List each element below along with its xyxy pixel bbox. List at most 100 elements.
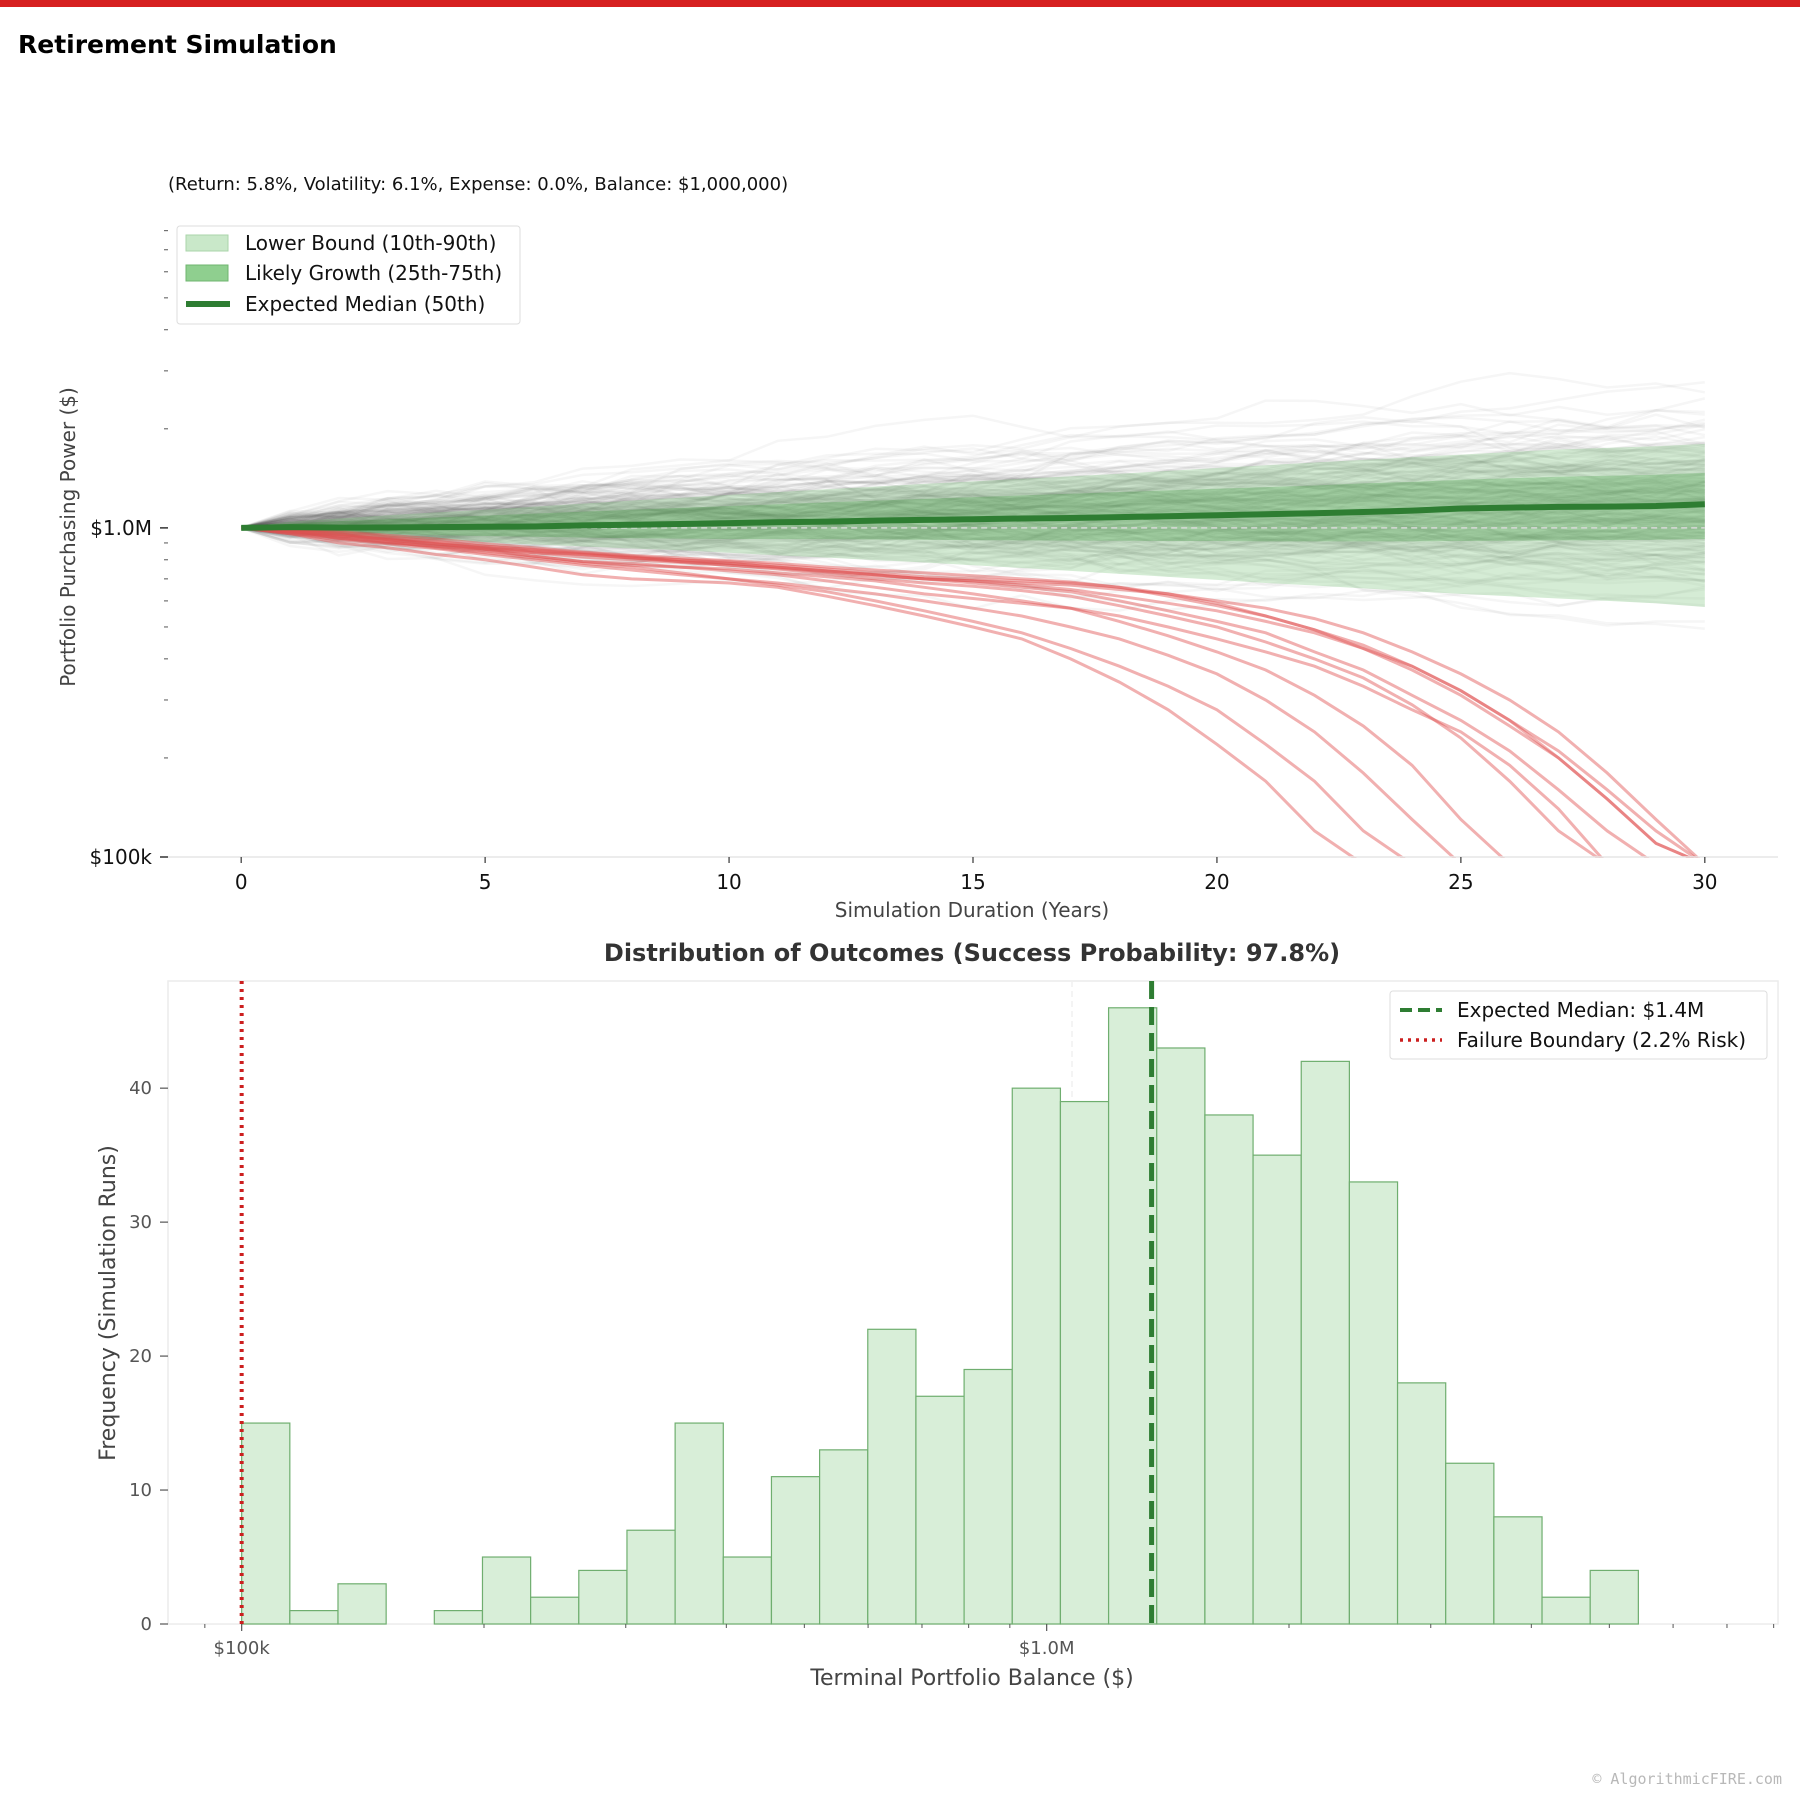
histogram-bar [1493, 1516, 1543, 1625]
simulation-path [241, 525, 1705, 569]
legend-label-likely-growth: Likely Growth (25th-75th) [245, 261, 502, 285]
simulation-chart: (Return: 5.8%, Volatility: 6.1%, Expense… [56, 174, 1800, 922]
simulation-path [241, 467, 1706, 530]
failed-paths [150, 526, 1800, 898]
histogram-bar [674, 1422, 724, 1625]
simulation-path [241, 481, 1706, 541]
simulation-path [241, 526, 1705, 590]
simulation-path [241, 472, 1705, 530]
simulation-path [241, 457, 1705, 530]
simulation-path [240, 434, 1706, 530]
legend-box [176, 225, 521, 325]
simulation-path [241, 483, 1705, 530]
simulation-path [241, 500, 1705, 532]
simulation-axes: 0 5 10 15 20 25 30 $1.0M $100k [90, 230, 1778, 894]
histogram-bar [1059, 1100, 1110, 1625]
simulation-path [241, 484, 1705, 535]
simulation-path [241, 457, 1705, 533]
simulation-path [241, 485, 1705, 552]
simulation-path [241, 467, 1705, 536]
simulation-path [240, 483, 1705, 530]
simulation-path [241, 516, 1705, 564]
simulation-path [241, 526, 1705, 574]
simulation-path [241, 488, 1705, 530]
histogram-bar [1156, 1047, 1206, 1625]
histogram-bar [530, 1596, 580, 1625]
simulation-path [241, 505, 1706, 547]
simulation-path [241, 502, 1705, 533]
histogram-bar [1396, 1382, 1447, 1625]
simulation-path [241, 419, 1706, 530]
distribution-title: Distribution of Outcomes (Success Probab… [604, 939, 1340, 967]
failed-path [241, 526, 1706, 866]
failed-path [241, 526, 1413, 866]
simulation-path [241, 434, 1705, 530]
simulation-path [240, 479, 1705, 531]
failed-path [241, 526, 1511, 866]
simulation-path [240, 515, 1705, 555]
histogram-bar [337, 1583, 387, 1625]
simulation-path [241, 416, 1705, 530]
simulation-path [240, 480, 1705, 545]
y-tick-label: 10 [129, 1480, 152, 1501]
simulation-path [241, 501, 1705, 530]
simulation-path [241, 504, 1705, 544]
simulation-path [241, 523, 1705, 573]
simulation-path [241, 526, 1705, 569]
median-line-group [241, 501, 1705, 531]
x-tick-label: $100k [214, 1638, 271, 1659]
simulation-path [241, 526, 1705, 565]
simulation-path [240, 467, 1705, 530]
simulation-path [241, 511, 1706, 589]
legend-label-median: Expected Median: $1.4M [1457, 998, 1704, 1022]
x-tick-label: 0 [235, 870, 248, 894]
simulation-path [241, 455, 1705, 532]
simulation-path [240, 423, 1706, 530]
simulation-path [241, 526, 1705, 556]
legend-swatch-band-dark [185, 264, 229, 282]
simulation-path [241, 467, 1706, 530]
y-tick-label: 30 [129, 1212, 152, 1233]
simulation-path [241, 459, 1705, 531]
histogram-bar [819, 1449, 869, 1625]
distribution-x-label: Terminal Portfolio Balance ($) [809, 1666, 1133, 1691]
x-tick-label: 10 [716, 870, 741, 894]
simulation-path [241, 439, 1705, 533]
histogram-bar [770, 1476, 821, 1625]
histogram-bar [722, 1556, 773, 1625]
simulation-path [241, 514, 1705, 573]
simulation-path [241, 420, 1705, 530]
simulation-path [241, 503, 1705, 550]
simulation-path [240, 464, 1706, 530]
simulation-path [241, 453, 1705, 531]
x-tick-label: 20 [1204, 870, 1229, 894]
simulation-path [241, 505, 1705, 607]
simulation-path [240, 488, 1705, 530]
simulation-path [241, 486, 1705, 534]
simulation-path [240, 468, 1705, 539]
simulation-path [241, 434, 1705, 530]
simulation-path [241, 521, 1705, 588]
legend-label-failure: Failure Boundary (2.2% Risk) [1457, 1028, 1746, 1052]
simulation-path [241, 470, 1705, 530]
simulation-path [241, 526, 1705, 561]
simulation-path [241, 464, 1706, 538]
simulation-path [241, 494, 1706, 530]
simulation-y-label: Portfolio Purchasing Power ($) [56, 387, 80, 687]
x-minor-ticks [204, 1624, 1775, 1628]
simulation-path [241, 443, 1706, 537]
y-ticks: 0 10 20 30 40 [129, 1078, 168, 1635]
simulation-path [241, 493, 1705, 531]
distribution-y-label: Frequency (Simulation Runs) [96, 1145, 121, 1461]
simulation-path [241, 479, 1706, 533]
simulation-path [241, 441, 1705, 530]
simulation-path [241, 459, 1705, 530]
simulation-path [241, 381, 1705, 540]
simulation-path [240, 487, 1705, 530]
legend-box [1389, 990, 1768, 1060]
simulation-path [241, 526, 1705, 627]
simulation-path [240, 450, 1706, 530]
simulation-path [241, 508, 1705, 563]
simulation-path [241, 488, 1705, 548]
